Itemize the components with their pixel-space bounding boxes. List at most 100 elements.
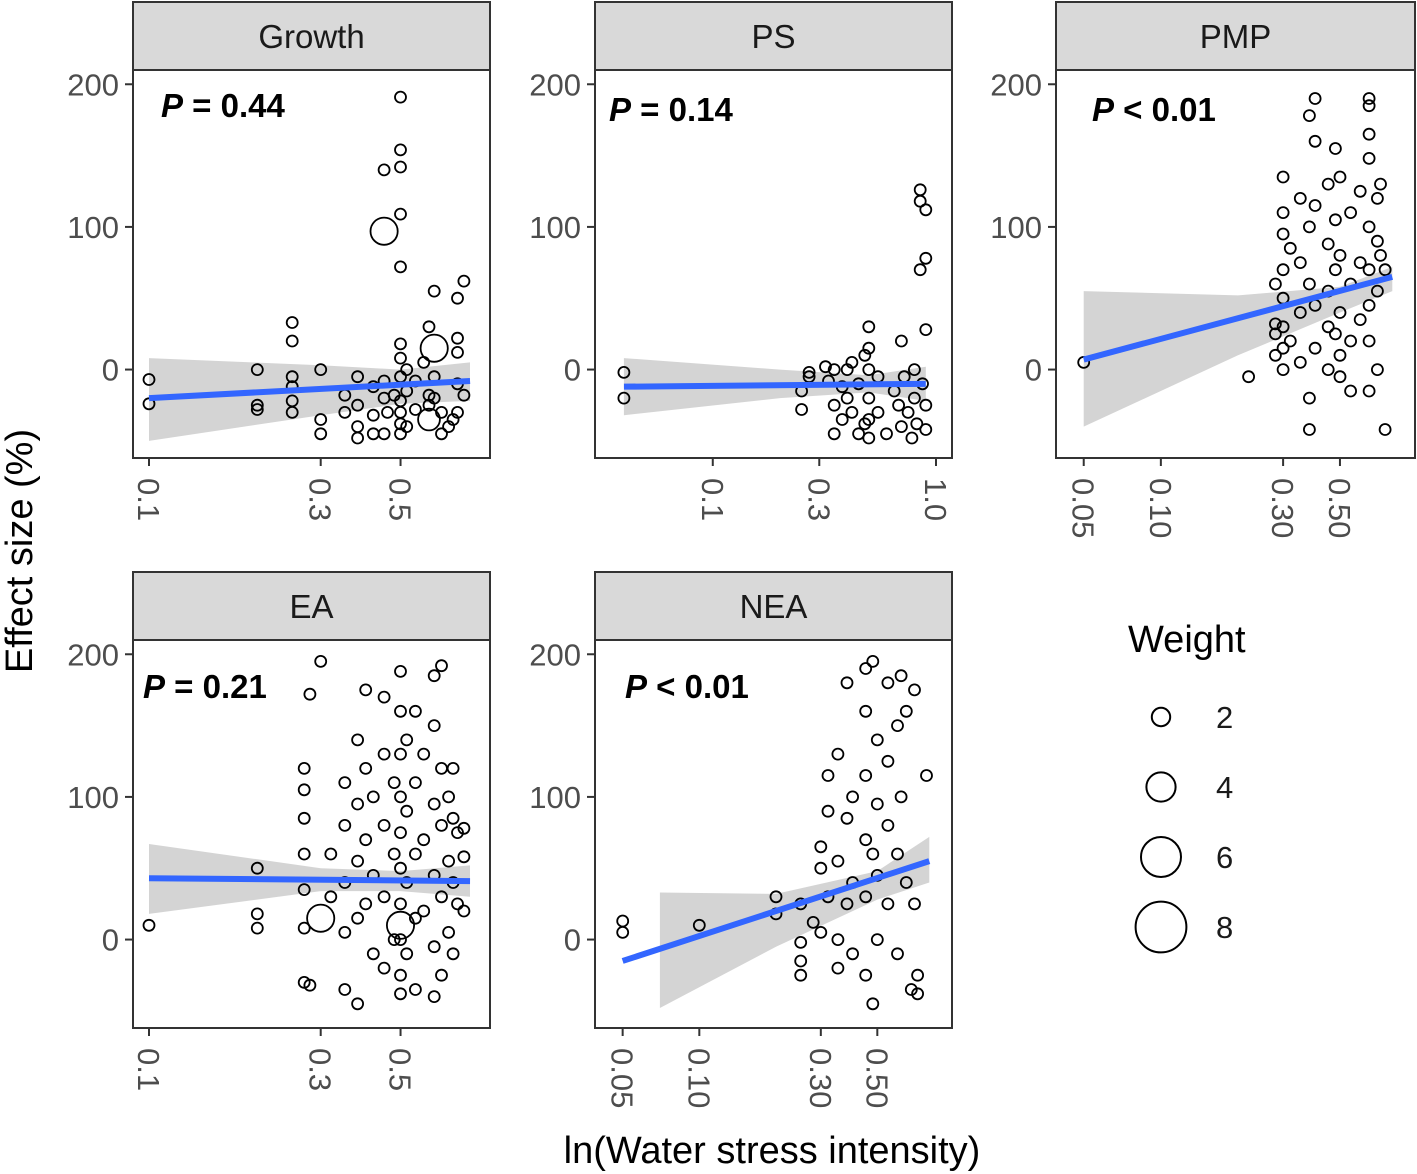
data-point [920, 769, 933, 782]
plot-frame [594, 639, 953, 1029]
data-point [895, 334, 908, 348]
y-tick-label: 200 [990, 67, 1042, 102]
data-point [250, 907, 264, 921]
data-point [400, 947, 414, 961]
data-point [285, 334, 299, 348]
data-point [1242, 370, 1255, 384]
data-point [1269, 277, 1282, 291]
data-point [1308, 92, 1322, 105]
data-point [894, 669, 908, 683]
data-point [435, 890, 448, 904]
data-point [1362, 384, 1376, 398]
data-point [314, 427, 328, 441]
data-point [827, 427, 841, 441]
data-point [831, 747, 845, 761]
data-point [314, 363, 328, 377]
data-point [419, 333, 449, 363]
data-point [894, 790, 908, 804]
y-tick-label: 0 [564, 353, 581, 388]
data-point [692, 918, 706, 932]
data-point [457, 850, 471, 864]
data-point [338, 926, 352, 939]
data-point [351, 431, 365, 445]
data-point [1276, 206, 1290, 220]
data-point [919, 323, 933, 337]
data-point [442, 926, 456, 939]
y-tick-label: 200 [67, 67, 119, 102]
data-point [891, 847, 904, 861]
data-point [435, 819, 448, 832]
data-point [366, 947, 380, 961]
data-point [394, 968, 407, 982]
y-tick-label: 100 [529, 210, 581, 245]
data-point [394, 987, 407, 1001]
data-point [250, 921, 264, 935]
data-point [831, 854, 845, 868]
data-point [881, 897, 895, 911]
data-point [1344, 206, 1357, 220]
data-point [377, 747, 391, 761]
facet-ea: EA 0 100 200 0.1 0.3 0.5 P = 0.21 [67, 571, 491, 1091]
p-value-label: P = 0.14 [609, 91, 733, 128]
data-point [297, 847, 311, 861]
data-point [324, 890, 338, 904]
data-point [1362, 220, 1376, 234]
data-point [324, 847, 338, 861]
data-point [821, 804, 835, 818]
data-point [1303, 220, 1316, 234]
data-point [1308, 199, 1322, 212]
data-point [859, 968, 873, 982]
data-point [859, 662, 873, 675]
data-point [1329, 327, 1342, 341]
data-point [895, 420, 908, 434]
data-point [1378, 263, 1392, 277]
data-point [435, 427, 448, 441]
data-point [1293, 256, 1307, 270]
legend-key-label: 6 [1216, 840, 1233, 875]
data-point [1276, 320, 1290, 334]
data-point [892, 398, 905, 412]
data-point [451, 345, 464, 359]
x-tick-label: 0.50 [1322, 478, 1357, 538]
facet-strip [1055, 1, 1416, 71]
data-point [1353, 184, 1367, 198]
data-point [881, 754, 895, 768]
data-point [859, 769, 873, 782]
data-point [858, 348, 872, 362]
p-value-label: P = 0.44 [161, 87, 285, 124]
data-point [435, 405, 448, 419]
data-point [862, 391, 876, 405]
data-point [377, 890, 391, 904]
data-point [862, 341, 876, 355]
data-point [250, 403, 264, 416]
data-point [427, 719, 441, 732]
x-tick-label: 0.1 [131, 478, 166, 521]
data-point [1321, 237, 1335, 251]
x-tick-label: 0.1 [131, 1048, 166, 1091]
legend-key-circle [1134, 900, 1188, 954]
data-point [394, 704, 407, 718]
facet-strip-label: PS [751, 18, 795, 55]
data-point [1276, 341, 1290, 355]
data-point [1333, 370, 1347, 384]
data-point [297, 883, 311, 896]
data-point [1333, 170, 1347, 184]
plot-frame [132, 69, 491, 459]
data-point [871, 405, 885, 419]
data-point [408, 403, 422, 416]
data-point [359, 762, 373, 775]
data-point [835, 413, 849, 426]
facet-strip-label: Growth [258, 18, 364, 55]
data-point [866, 847, 880, 861]
data-point [408, 847, 422, 861]
data-point [881, 676, 895, 690]
x-tick-label: 0.05 [605, 1048, 640, 1108]
data-point [377, 961, 391, 975]
data-point [846, 947, 859, 961]
legend-key-circle [1145, 771, 1177, 803]
legend-key-label: 8 [1216, 910, 1233, 945]
data-point [1276, 170, 1290, 184]
data-point [1344, 384, 1357, 398]
data-point [1371, 234, 1384, 248]
data-point [377, 690, 391, 704]
